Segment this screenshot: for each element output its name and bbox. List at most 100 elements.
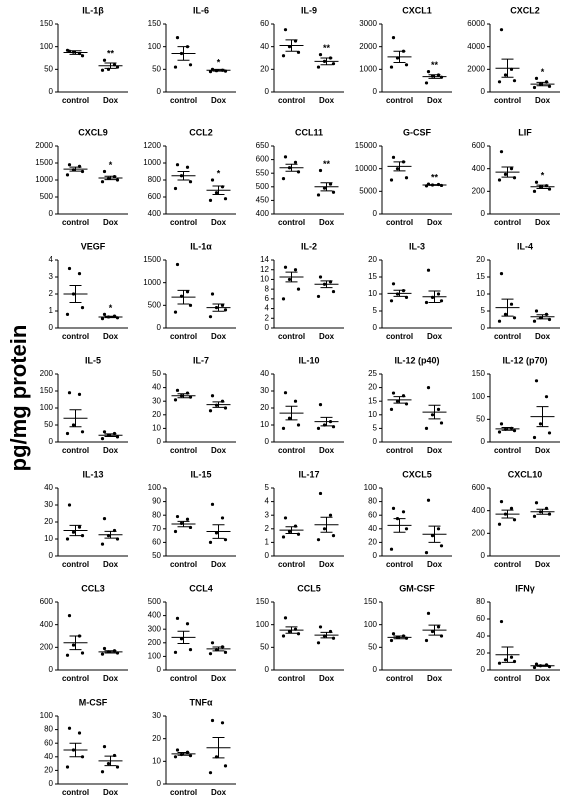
panel: IL-10 0 10 20 30 40 control Dox (260, 355, 344, 455)
y-tick-label: 200 (472, 528, 486, 537)
x-tick-label: control (386, 218, 413, 227)
y-tick-label: 1000 (143, 158, 161, 167)
significance: * (109, 160, 113, 170)
x-tick-label: control (62, 560, 89, 569)
data-point (65, 431, 70, 436)
error-bar (285, 526, 298, 535)
y-tick-label: 0 (481, 323, 486, 332)
y-tick-label: 2 (265, 524, 270, 533)
y-tick-label: 1000 (359, 64, 377, 73)
error-bar (69, 285, 82, 303)
error-bar (428, 404, 441, 420)
x-tick-label: Dox (535, 218, 551, 227)
y-tick-label: 10 (152, 756, 161, 765)
y-tick-label: 30 (44, 500, 53, 509)
y-tick-label: 2000 (35, 141, 53, 150)
error-bar (104, 530, 117, 539)
data-point (331, 289, 336, 294)
data-point (173, 755, 178, 759)
data-point (188, 648, 193, 652)
data-point (503, 312, 508, 316)
data-point (67, 391, 72, 395)
y-tick-label: 10000 (355, 164, 378, 173)
data-point (65, 173, 70, 177)
data-point (100, 652, 105, 656)
data-point (389, 547, 394, 551)
panel: CCL3 0 200 400 600 control Dox (40, 583, 128, 683)
data-point (503, 658, 508, 662)
y-tick-label: 2 (49, 289, 54, 298)
panel: IL-3 0 5 10 15 20 control Dox (368, 241, 452, 341)
data-point (100, 437, 105, 441)
x-tick-label: Dox (103, 218, 119, 227)
panel: LIF 0 200 400 600 control Dox * (472, 127, 560, 227)
error-bar (212, 401, 225, 408)
y-tick-label: 30 (152, 396, 161, 405)
x-tick-label: control (170, 218, 197, 227)
data-point (283, 155, 288, 159)
x-tick-label: Dox (319, 674, 335, 683)
y-tick-label: 2000 (359, 42, 377, 51)
data-point (223, 538, 228, 542)
error-bar (428, 624, 441, 636)
error-bar (104, 315, 117, 319)
y-tick-label: 3 (49, 272, 54, 281)
data-point (173, 65, 178, 69)
error-bar (285, 626, 298, 634)
panel-title: M-CSF (79, 697, 108, 707)
data-point (499, 28, 504, 32)
data-point (391, 391, 396, 395)
data-point (547, 84, 552, 88)
y-tick-label: 0 (49, 437, 54, 446)
x-tick-label: Dox (427, 560, 443, 569)
data-point (318, 168, 323, 173)
x-tick-label: Dox (211, 96, 227, 105)
x-tick-label: control (494, 96, 521, 105)
x-tick-label: control (386, 446, 413, 455)
x-tick-label: control (170, 96, 197, 105)
data-point (391, 36, 396, 40)
x-tick-label: Dox (103, 446, 119, 455)
error-bar (428, 290, 441, 303)
y-tick-label: 50 (476, 414, 485, 423)
y-tick-label: 1500 (143, 255, 161, 264)
data-point (426, 268, 431, 272)
data-point (80, 534, 85, 538)
data-point (426, 70, 431, 74)
data-point (77, 731, 82, 735)
panel: CCL4 0 100 200 300 400 500 control Dox (148, 583, 236, 683)
data-point (391, 282, 396, 286)
data-point (223, 406, 228, 410)
y-tick-label: 0 (49, 87, 54, 96)
y-tick-label: 600 (472, 483, 486, 492)
data-point (424, 426, 429, 430)
error-bar (501, 166, 514, 178)
y-tick-label: 10 (368, 289, 377, 298)
y-tick-label: 450 (256, 196, 270, 205)
data-point (512, 316, 517, 320)
panel-title: IL-15 (190, 469, 211, 479)
x-tick-label: Dox (103, 96, 119, 105)
panel-title: CCL2 (189, 127, 213, 137)
y-tick-label: 40 (44, 752, 53, 761)
y-tick-label: 4 (265, 497, 270, 506)
panel-title: LIF (518, 127, 532, 137)
panel: IL-1β 0 50 100 150 control Dox ** (40, 5, 128, 105)
y-tick-label: 100 (40, 42, 54, 51)
error-bar (320, 182, 333, 192)
panel-title: IL-12 (p70) (502, 355, 547, 365)
data-point (430, 534, 435, 538)
data-point (188, 303, 193, 307)
data-point (210, 178, 215, 182)
data-point (426, 386, 431, 390)
data-point (318, 491, 323, 496)
y-tick-label: 20 (368, 383, 377, 392)
data-point (283, 391, 288, 395)
x-tick-label: Dox (535, 674, 551, 683)
panel-title: GM-CSF (399, 583, 435, 593)
data-point (532, 85, 537, 90)
data-point (436, 625, 441, 629)
error-bar (69, 409, 82, 428)
data-point (544, 395, 549, 399)
data-point (322, 527, 327, 531)
